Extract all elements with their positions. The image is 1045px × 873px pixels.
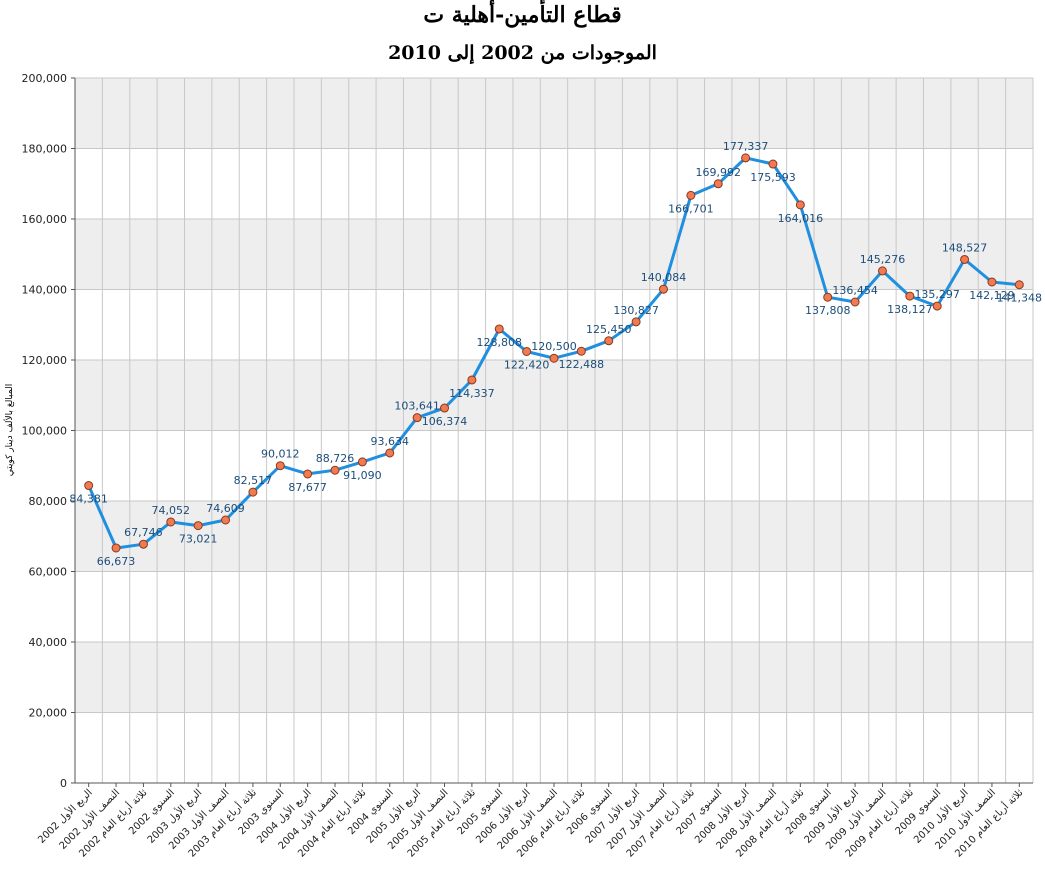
data-label: 141,348 xyxy=(997,292,1043,305)
data-label: 135,297 xyxy=(914,288,960,301)
data-label: 106,374 xyxy=(422,415,468,428)
data-point xyxy=(221,515,231,525)
data-label: 137,808 xyxy=(805,304,851,317)
data-point xyxy=(713,179,723,189)
y-tick-label: 60,000 xyxy=(29,566,68,579)
data-point xyxy=(795,200,805,210)
data-label: 169,992 xyxy=(695,166,741,179)
data-point xyxy=(522,346,532,356)
data-point xyxy=(905,291,915,301)
data-label: 166,701 xyxy=(668,202,714,215)
grid-band xyxy=(75,78,1033,149)
data-label: 120,500 xyxy=(531,340,577,353)
grid-band xyxy=(75,360,1033,431)
data-point xyxy=(467,375,477,385)
grid-band xyxy=(75,642,1033,713)
grid-band xyxy=(75,219,1033,290)
data-label: 122,420 xyxy=(504,358,550,371)
data-point xyxy=(1014,280,1024,290)
data-label: 122,488 xyxy=(559,358,605,371)
chart-title: قطاع التأمين-أهلية ت xyxy=(423,2,622,28)
data-label: 88,726 xyxy=(316,452,355,465)
data-point xyxy=(960,254,970,264)
data-point xyxy=(768,159,778,169)
y-tick-label: 120,000 xyxy=(22,354,68,367)
data-label: 175,593 xyxy=(750,171,796,184)
data-point xyxy=(303,469,313,479)
y-tick-label: 140,000 xyxy=(22,284,68,297)
data-point xyxy=(686,190,696,200)
y-tick-label: 0 xyxy=(60,777,67,790)
data-point xyxy=(166,517,176,527)
data-point xyxy=(193,521,203,531)
data-label: 103,641 xyxy=(394,400,440,413)
data-point xyxy=(987,277,997,287)
data-point xyxy=(549,353,559,363)
data-label: 67,746 xyxy=(124,526,163,539)
data-label: 128,808 xyxy=(477,336,523,349)
data-point xyxy=(494,324,504,334)
data-label: 84,381 xyxy=(69,493,108,506)
y-tick-label: 100,000 xyxy=(22,425,68,438)
data-point xyxy=(248,487,258,497)
data-label: 114,337 xyxy=(449,387,495,400)
data-label: 125,450 xyxy=(586,323,632,336)
data-label: 130,827 xyxy=(613,304,659,317)
data-point xyxy=(138,539,148,549)
data-label: 93,634 xyxy=(371,435,410,448)
data-point xyxy=(741,153,751,163)
data-point xyxy=(330,465,340,475)
data-label: 74,609 xyxy=(206,502,245,515)
data-point xyxy=(576,346,586,356)
data-point xyxy=(850,297,860,307)
data-point xyxy=(440,403,450,413)
y-tick-label: 180,000 xyxy=(22,143,68,156)
y-tick-label: 160,000 xyxy=(22,213,68,226)
data-point xyxy=(385,448,395,458)
data-label: 164,016 xyxy=(778,212,824,225)
data-label: 138,127 xyxy=(887,303,933,316)
y-tick-label: 80,000 xyxy=(29,495,68,508)
data-label: 82,517 xyxy=(234,474,273,487)
data-label: 140,084 xyxy=(641,271,687,284)
data-label: 145,276 xyxy=(860,253,906,266)
data-label: 91,090 xyxy=(343,469,382,482)
y-tick-label: 40,000 xyxy=(29,636,68,649)
data-label: 87,677 xyxy=(288,481,327,494)
y-tick-label: 200,000 xyxy=(22,72,68,85)
data-label: 136,454 xyxy=(832,284,878,297)
data-point xyxy=(658,284,668,294)
data-point xyxy=(357,457,367,467)
data-label: 142,129 xyxy=(969,289,1015,302)
data-label: 177,337 xyxy=(723,140,769,153)
y-tick-label: 20,000 xyxy=(29,707,68,720)
data-point xyxy=(111,543,121,553)
data-label: 74,052 xyxy=(152,504,191,517)
data-point xyxy=(877,266,887,276)
data-label: 90,012 xyxy=(261,448,300,461)
data-point xyxy=(604,336,614,346)
data-label: 73,021 xyxy=(179,533,218,546)
data-label: 66,673 xyxy=(97,555,136,568)
data-point xyxy=(932,301,942,311)
chart-subtitle: الموجودات من 2002 إلى 2010 xyxy=(388,42,657,64)
data-point xyxy=(823,292,833,302)
data-point xyxy=(275,461,285,471)
data-point xyxy=(84,481,94,491)
data-point xyxy=(412,413,422,423)
data-point xyxy=(631,317,641,327)
data-label: 148,527 xyxy=(942,241,988,254)
